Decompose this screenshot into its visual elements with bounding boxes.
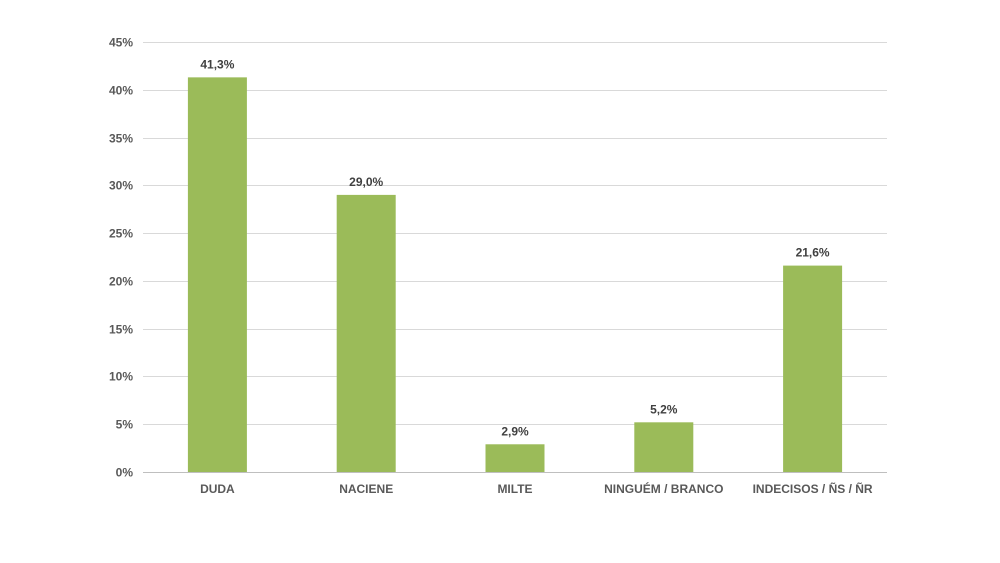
category-label: MILTE xyxy=(497,482,532,496)
category-label: NINGUÉM / BRANCO xyxy=(604,481,723,496)
y-tick-label: 45% xyxy=(109,36,133,50)
y-tick-label: 30% xyxy=(109,179,133,193)
gridlines xyxy=(143,42,887,473)
bar xyxy=(336,194,396,472)
data-label: 5,2% xyxy=(650,402,678,416)
y-tick-label: 40% xyxy=(109,84,133,98)
bar xyxy=(485,444,545,472)
y-tick-label: 5% xyxy=(116,418,134,432)
y-axis-ticks: 0% 5% 10% 15% 20% 25% 30% 35% 40% 45% xyxy=(109,36,133,480)
bars xyxy=(187,77,843,472)
y-tick-label: 20% xyxy=(109,275,133,289)
y-tick-label: 35% xyxy=(109,132,133,146)
bar xyxy=(783,265,843,472)
category-label: NACIENE xyxy=(339,482,393,496)
category-label: INDECISOS / ÑS / ÑR xyxy=(753,481,873,496)
data-label: 2,9% xyxy=(501,424,529,438)
data-label: 29,0% xyxy=(349,175,383,189)
data-label: 21,6% xyxy=(796,246,830,260)
bar xyxy=(634,422,694,472)
x-axis-categories: DUDA NACIENE MILTE NINGUÉM / BRANCO INDECISO… xyxy=(200,481,873,496)
data-labels: 41,3% 29,0% 2,9% 5,2% 21,6% xyxy=(200,57,830,438)
y-tick-label: 0% xyxy=(116,466,134,480)
y-tick-label: 10% xyxy=(109,370,133,384)
y-tick-label: 25% xyxy=(109,227,133,241)
category-label: DUDA xyxy=(200,482,235,496)
bar xyxy=(187,77,247,472)
data-label: 41,3% xyxy=(200,57,234,71)
y-tick-label: 15% xyxy=(109,323,133,337)
